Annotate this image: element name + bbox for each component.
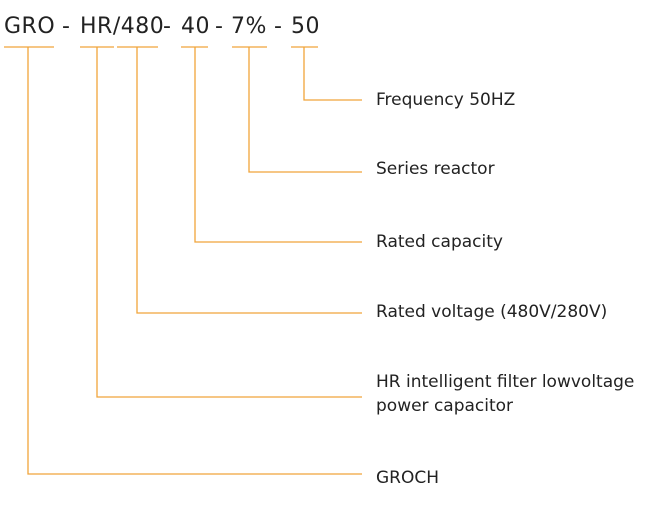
leader-rated-voltage: [136, 47, 362, 314]
leader-series-reactor: [248, 47, 362, 173]
code-separator: -: [62, 14, 71, 39]
label-series-reactor: Series reactor: [376, 159, 495, 179]
code-segment-7pct: 7%: [231, 14, 267, 39]
label-groch: GROCH: [376, 468, 440, 488]
code-separator: -: [274, 14, 283, 39]
leader-groch: [27, 47, 362, 475]
leader-hr-capacitor: [96, 47, 362, 398]
label-hr-capacitor-line1: HR intelligent filter lowvoltage: [376, 372, 635, 392]
code-segment-hr480: HR/480: [80, 14, 165, 39]
label-frequency: Frequency 50HZ: [376, 90, 516, 110]
code-segment-gro: GRO: [4, 14, 56, 39]
code-segment-50: 50: [291, 14, 320, 39]
leader-rated-capacity: [194, 47, 362, 243]
label-rated-capacity: Rated capacity: [376, 232, 503, 252]
label-rated-voltage: Rated voltage (480V/280V): [376, 302, 608, 322]
code-separator: -: [215, 14, 224, 39]
code-segment-40: 40: [181, 14, 210, 39]
leader-frequency: [303, 47, 362, 101]
label-hr-capacitor-line2: power capacitor: [376, 396, 514, 416]
code-separator: -: [163, 14, 172, 39]
